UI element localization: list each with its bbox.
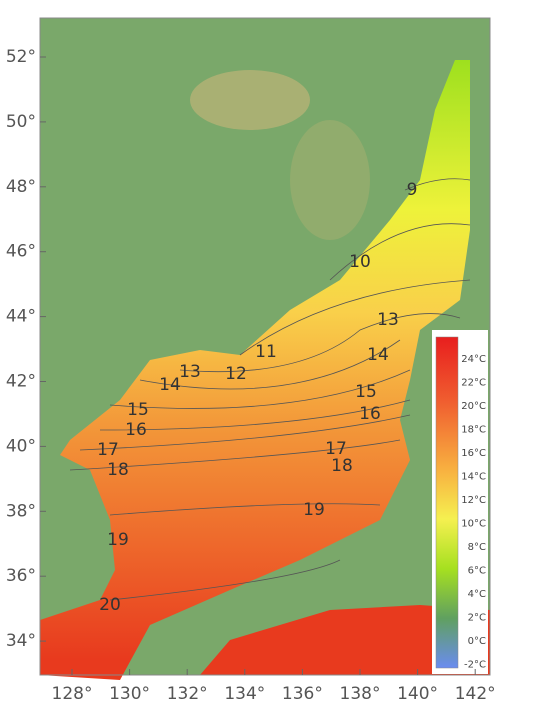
- colorbar-label: 4°C: [468, 589, 486, 600]
- highland: [190, 70, 310, 130]
- contour-label: 11: [255, 342, 277, 362]
- colorbar-label: 20°C: [461, 401, 486, 412]
- highland: [290, 120, 370, 240]
- contour-label: 14: [159, 375, 181, 395]
- colorbar-label: 10°C: [461, 519, 486, 530]
- contour-label: 17: [325, 439, 347, 459]
- lon-label: 130°: [109, 684, 150, 704]
- contour-label: 19: [303, 500, 325, 520]
- contour-label: 13: [377, 310, 399, 330]
- lat-label: 50°: [6, 112, 36, 132]
- map-frame: [39, 17, 491, 676]
- lat-label: 52°: [6, 47, 36, 67]
- lat-label: 34°: [6, 631, 36, 651]
- contour-label: 18: [107, 460, 129, 480]
- contour-label: 19: [107, 530, 129, 550]
- colorbar-label: 0°C: [468, 636, 486, 647]
- contour-label: 20: [99, 595, 121, 615]
- sea: [200, 605, 490, 675]
- contour-label: 12: [225, 364, 247, 384]
- lat-label: 36°: [6, 566, 36, 586]
- lon-label: 138°: [340, 684, 381, 704]
- lat-label: 42°: [6, 372, 36, 392]
- contour-label: 14: [367, 345, 389, 365]
- lon-label: 140°: [397, 684, 438, 704]
- isotherms: [69, 178, 471, 601]
- contour-label: 16: [125, 420, 147, 440]
- colorbar-label: 2°C: [468, 613, 486, 624]
- colorbar-label: 18°C: [461, 425, 486, 436]
- contour-label: 18: [331, 456, 353, 476]
- lat-label: 44°: [6, 307, 36, 327]
- colorbar-label: 24°C: [461, 354, 486, 365]
- lon-label: 134°: [224, 684, 265, 704]
- lat-label: 46°: [6, 242, 36, 262]
- lon-label: 128°: [52, 684, 93, 704]
- contour-label: 15: [127, 400, 149, 420]
- colorbar-label: 6°C: [468, 566, 486, 577]
- lon-label: 136°: [282, 684, 323, 704]
- colorbar-label: 8°C: [468, 542, 486, 553]
- colorbar-label: 22°C: [461, 378, 486, 389]
- colorbar-label: 16°C: [461, 448, 486, 459]
- contour-label: 13: [179, 362, 201, 382]
- lon-label: 132°: [167, 684, 208, 704]
- contour-label: 16: [359, 404, 381, 424]
- contour-label: 9: [407, 180, 418, 200]
- lat-label: 48°: [6, 177, 36, 197]
- contour-label: 15: [355, 382, 377, 402]
- colorbar-label: 12°C: [461, 495, 486, 506]
- contour-label: 17: [97, 440, 119, 460]
- lat-label: 38°: [6, 501, 36, 521]
- lat-label: 40°: [6, 436, 36, 456]
- colorbar-label: 14°C: [461, 472, 486, 483]
- lon-label: 142°: [455, 684, 496, 704]
- colorbar: [435, 336, 459, 669]
- contour-label: 10: [349, 252, 371, 272]
- colorbar-label: -2°C: [464, 660, 486, 671]
